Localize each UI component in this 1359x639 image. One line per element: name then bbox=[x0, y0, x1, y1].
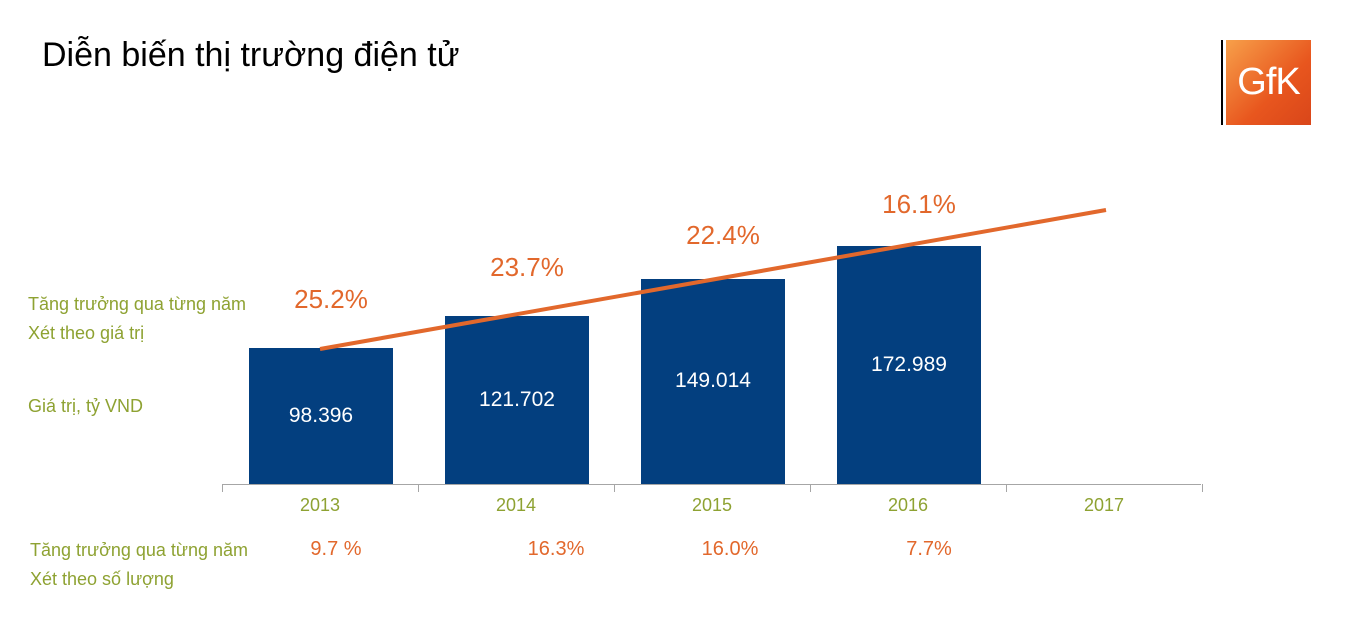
year-label: 2015 bbox=[691, 495, 733, 515]
volume-growth-value: 7.7% bbox=[906, 538, 952, 560]
volume-growth-label: Tăng trưởng qua từng năm bbox=[30, 540, 249, 560]
bar bbox=[445, 316, 589, 484]
volume-growth-sublabel: Xét theo số lượng bbox=[30, 569, 174, 589]
volume-growth-value: 16.0% bbox=[701, 538, 759, 560]
year-label: 2017 bbox=[1083, 495, 1125, 515]
value-growth-label: 25.2% bbox=[294, 284, 368, 314]
value-growth-label: 22.4% bbox=[686, 220, 760, 250]
x-axis bbox=[222, 484, 1201, 485]
axis-tick bbox=[1006, 484, 1007, 492]
gfk-logo: GfK bbox=[1221, 40, 1311, 125]
bar-value-label: 149.014 bbox=[675, 369, 751, 393]
bar-value-label: 172.989 bbox=[871, 352, 947, 376]
axis-tick bbox=[1202, 484, 1203, 492]
trend-line bbox=[319, 208, 1107, 351]
volume-growth-value: 16.3% bbox=[527, 538, 585, 560]
year-label: 2013 bbox=[299, 495, 341, 515]
year-label: 2014 bbox=[495, 495, 537, 515]
year-label: 2016 bbox=[887, 495, 929, 515]
page-title: Diễn biến thị trường điện tử bbox=[42, 36, 460, 74]
bar-value-label: 98.396 bbox=[288, 404, 354, 428]
value-growth-sublabel: Xét theo giá trị bbox=[28, 323, 145, 343]
volume-growth-value: 9.7 % bbox=[310, 538, 362, 560]
axis-tick bbox=[418, 484, 419, 492]
axis-tick bbox=[222, 484, 223, 492]
value-growth-label: 16.1% bbox=[882, 189, 956, 219]
bar-value-label: 121.702 bbox=[479, 388, 555, 412]
value-growth-label: 23.7% bbox=[490, 252, 564, 282]
bar bbox=[837, 245, 981, 484]
bar bbox=[641, 278, 785, 484]
value-unit-label: Giá trị, tỷ VND bbox=[28, 396, 144, 416]
axis-tick bbox=[810, 484, 811, 492]
bar bbox=[249, 348, 393, 484]
axis-tick bbox=[614, 484, 615, 492]
value-growth-label: Tăng trưởng qua từng năm bbox=[28, 294, 247, 314]
